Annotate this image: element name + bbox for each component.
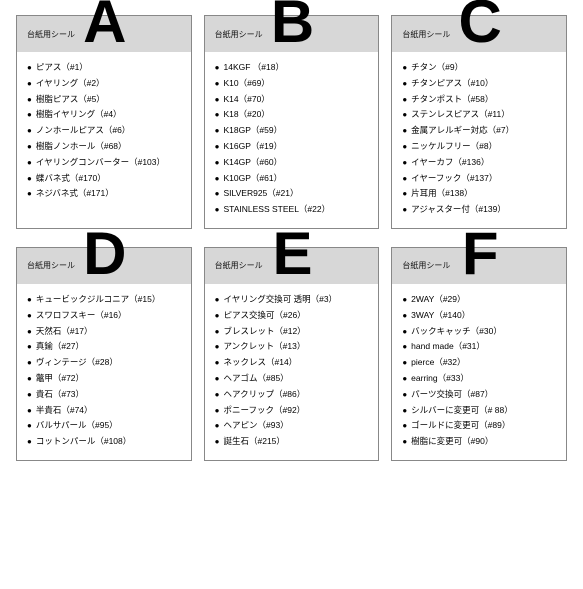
item-list: チタン（#9）チタンピアス（#10）チタンポスト（#58）ステンレスピアス（#1… [392,52,566,228]
item-list: キュービックジルコニア（#15）スワロフスキー（#16）天然石（#17）真鍮（#… [17,284,191,460]
list-item: 2WAY（#29） [402,292,560,308]
card-letter: E [272,224,310,284]
card-letter: B [271,0,312,52]
list-item: シルバーに変更可（# 88） [402,403,560,419]
card-letter: F [462,224,497,284]
list-item: 貴石（#73） [27,387,185,403]
list-item: ピアス（#1） [27,60,185,76]
list-item: キュービックジルコニア（#15） [27,292,185,308]
list-item: 半貴石（#74） [27,403,185,419]
list-item: アジャスター付（#139） [402,202,560,218]
list-item: 樹脂ノンホール（#68） [27,139,185,155]
card-d: D台紙用シールキュービックジルコニア（#15）スワロフスキー（#16）天然石（#… [16,247,192,461]
list-item: K10GP（#61） [215,171,373,187]
card-letter: A [83,0,124,52]
list-item: ノンホールピアス（#6） [27,123,185,139]
list-item: バルサパール（#95） [27,418,185,434]
list-item: K18GP（#59） [215,123,373,139]
list-item: 真鍮（#27） [27,339,185,355]
list-item: ヘアピン（#93） [215,418,373,434]
card-a: A台紙用シールピアス（#1）イヤリング（#2）樹脂ピアス（#5）樹脂イヤリング（… [16,15,192,229]
list-item: チタン（#9） [402,60,560,76]
list-item: イヤーカフ（#136） [402,155,560,171]
list-item: ヘアゴム（#85） [215,371,373,387]
list-item: ヴィンテージ（#28） [27,355,185,371]
list-item: 金属アレルギー対応（#7） [402,123,560,139]
card-b: B台紙用シール14KGF （#18）K10（#69）K14（#70）K18（#2… [204,15,380,229]
list-item: パーツ交換可（#87） [402,387,560,403]
list-item: チタンピアス（#10） [402,76,560,92]
list-item: ヘアクリップ（#86） [215,387,373,403]
card-letter: C [458,0,499,52]
list-item: 天然石（#17） [27,324,185,340]
list-item: ネジバネ式（#171） [27,186,185,202]
list-item: ピアス交換可（#26） [215,308,373,324]
list-item: SILVER925（#21） [215,186,373,202]
item-list: ピアス（#1）イヤリング（#2）樹脂ピアス（#5）樹脂イヤリング（#4）ノンホー… [17,52,191,212]
item-list: 2WAY（#29）3WAY（#140）バックキャッチ（#30）hand made… [392,284,566,460]
list-item: K14GP（#60） [215,155,373,171]
list-item: バックキャッチ（#30） [402,324,560,340]
card-e: E台紙用シールイヤリング交換可 透明（#3）ピアス交換可（#26）ブレスレット（… [204,247,380,461]
list-item: スワロフスキー（#16） [27,308,185,324]
list-item: 樹脂ピアス（#5） [27,92,185,108]
list-item: ネックレス（#14） [215,355,373,371]
list-item: ポニーフック（#92） [215,403,373,419]
list-item: 3WAY（#140） [402,308,560,324]
list-item: 樹脂に変更可（#90） [402,434,560,450]
card-grid: A台紙用シールピアス（#1）イヤリング（#2）樹脂ピアス（#5）樹脂イヤリング（… [16,15,567,461]
list-item: K10（#69） [215,76,373,92]
list-item: 14KGF （#18） [215,60,373,76]
list-item: イヤリングコンバーター（#103） [27,155,185,171]
list-item: K14（#70） [215,92,373,108]
list-item: K18（#20） [215,107,373,123]
list-item: 片耳用（#138） [402,186,560,202]
item-list: イヤリング交換可 透明（#3）ピアス交換可（#26）ブレスレット（#12）アンク… [205,284,379,460]
list-item: ステンレスピアス（#11） [402,107,560,123]
list-item: 鼈甲（#72） [27,371,185,387]
card-letter: D [83,224,124,284]
list-item: イヤリング（#2） [27,76,185,92]
list-item: チタンポスト（#58） [402,92,560,108]
list-item: 樹脂イヤリング（#4） [27,107,185,123]
list-item: hand made（#31） [402,339,560,355]
list-item: ニッケルフリー（#8） [402,139,560,155]
card-c: C台紙用シールチタン（#9）チタンピアス（#10）チタンポスト（#58）ステンレ… [391,15,567,229]
list-item: earring（#33） [402,371,560,387]
card-f: F台紙用シール2WAY（#29）3WAY（#140）バックキャッチ（#30）ha… [391,247,567,461]
list-item: pierce（#32） [402,355,560,371]
list-item: イヤリング交換可 透明（#3） [215,292,373,308]
list-item: アンクレット（#13） [215,339,373,355]
list-item: ブレスレット（#12） [215,324,373,340]
list-item: 誕生石（#215） [215,434,373,450]
list-item: 蝶バネ式（#170） [27,171,185,187]
list-item: STAINLESS STEEL（#22） [215,202,373,218]
list-item: K16GP（#19） [215,139,373,155]
list-item: イヤーフック（#137） [402,171,560,187]
list-item: コットンパール（#108） [27,434,185,450]
item-list: 14KGF （#18）K10（#69）K14（#70）K18（#20）K18GP… [205,52,379,228]
list-item: ゴールドに変更可（#89） [402,418,560,434]
